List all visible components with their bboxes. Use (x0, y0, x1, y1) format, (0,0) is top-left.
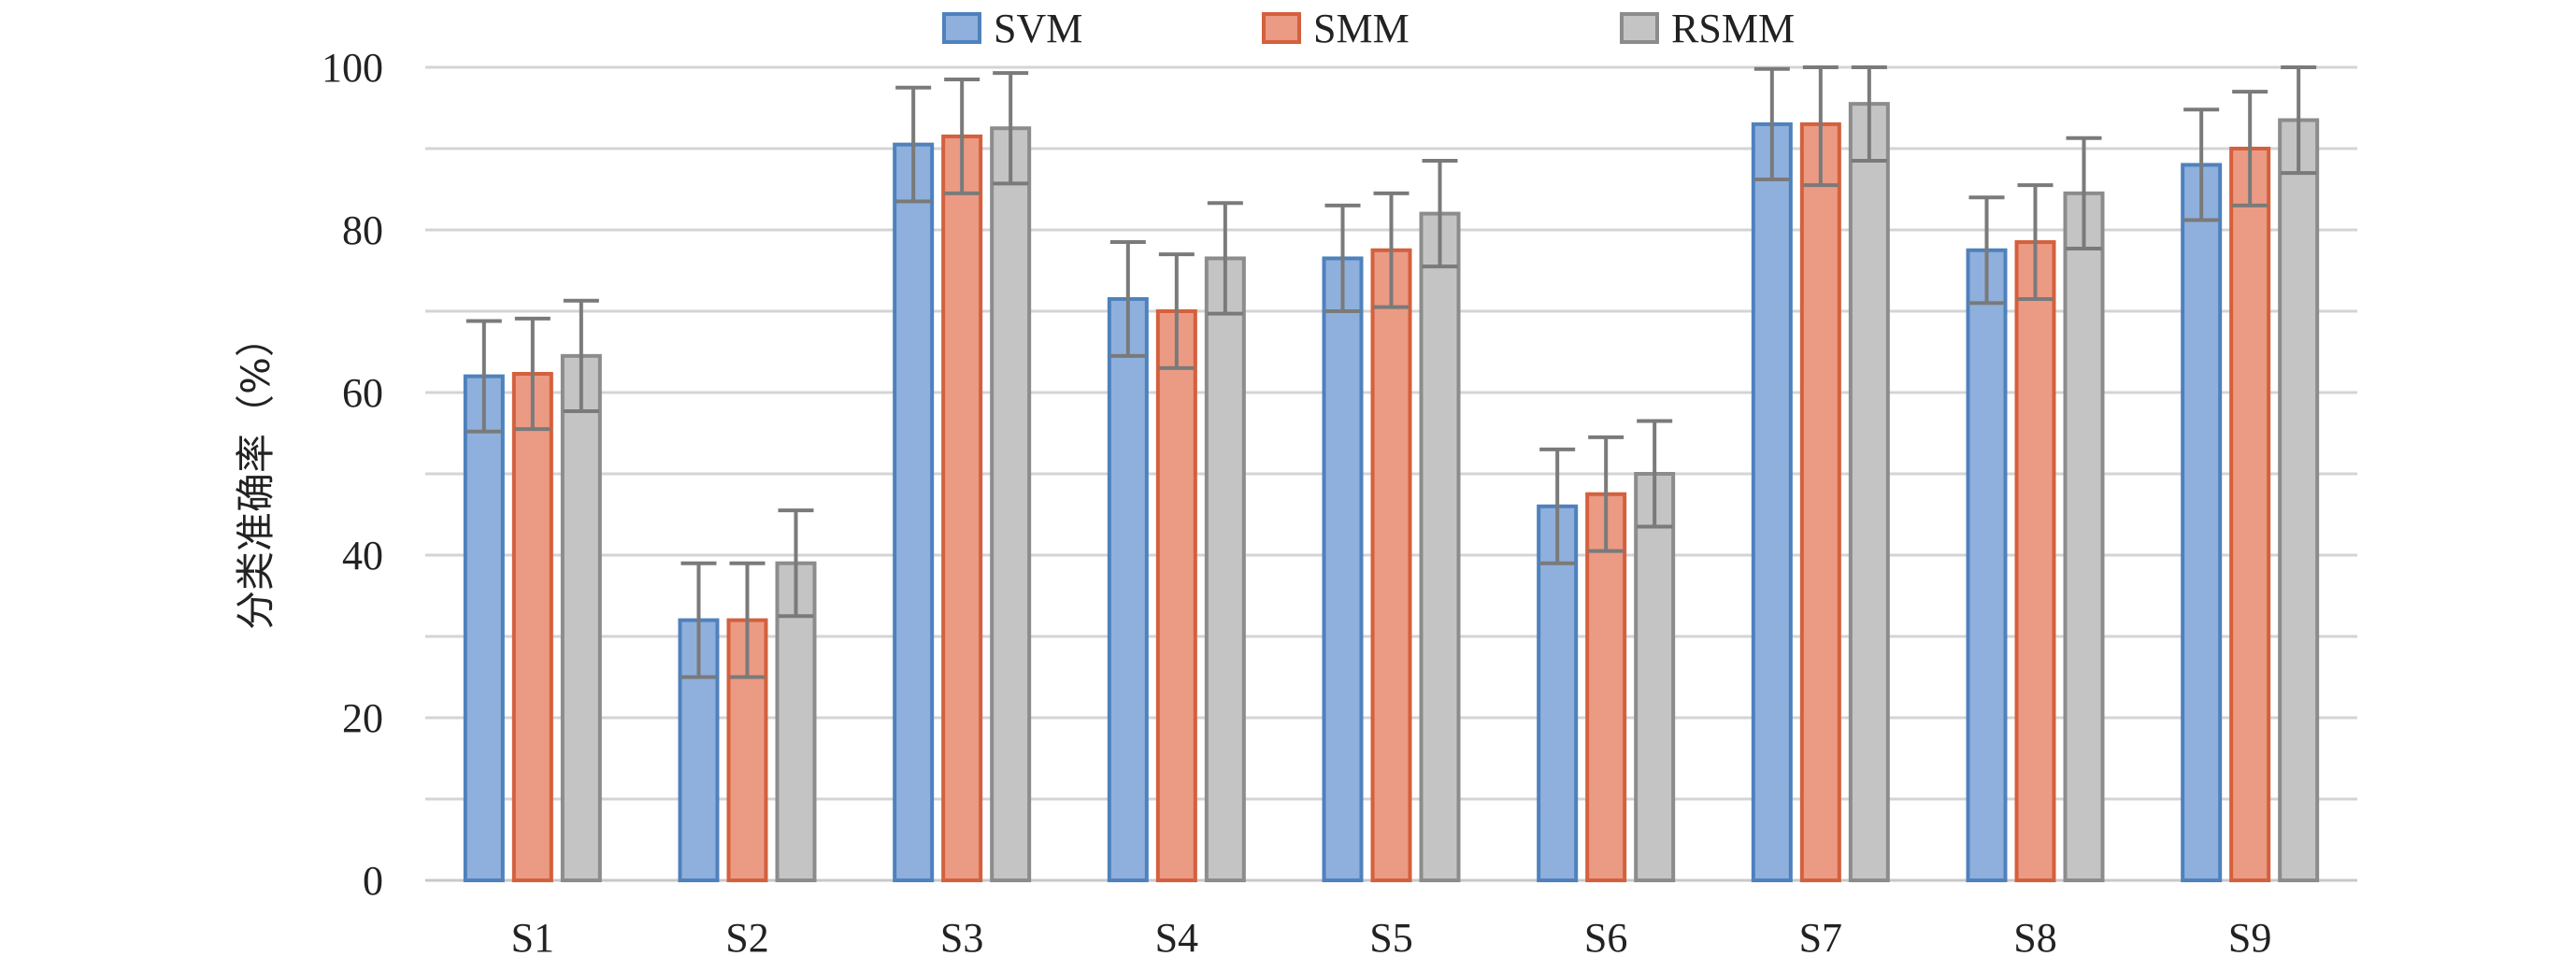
bar-rsmm-s9 (2278, 118, 2320, 883)
y-axis-label: 分类准确率（%） (233, 318, 279, 630)
bar-rsmm-s7 (1848, 102, 1890, 882)
bar-smm-s8 (2014, 240, 2056, 882)
legend-label-svm: SVM (994, 6, 1082, 51)
x-tick-label: S5 (1369, 915, 1412, 961)
x-tick-label: S9 (2228, 915, 2271, 961)
error-bars (465, 65, 2317, 679)
bar-svm-s6 (1537, 504, 1579, 882)
x-tick-label: S8 (2013, 915, 2056, 961)
bar-smm-s7 (1799, 121, 1841, 882)
axes: 0 20 40 60 80 100 S1 S2 S3 S4 S5 S6 S7 S8 S9 (322, 45, 2271, 961)
x-tick-label: S7 (1799, 915, 1842, 961)
legend-label-smm: SMM (1313, 6, 1410, 51)
y-tick-label: 20 (342, 695, 383, 741)
x-tick-label: S2 (725, 915, 768, 961)
y-tick-label: 80 (342, 207, 383, 253)
bar-svm-s4 (1107, 296, 1149, 882)
x-tick-label: S4 (1155, 915, 1198, 961)
bar-rsmm-s6 (1634, 472, 1676, 882)
bar-smm-s4 (1155, 309, 1197, 882)
y-tick-label: 40 (342, 533, 383, 578)
bar-smm-s3 (941, 134, 983, 882)
bar-rsmm-s4 (1204, 256, 1246, 882)
legend: SVM SMM RSMM (942, 6, 1795, 51)
x-tick-label: S6 (1584, 915, 1627, 961)
legend-swatch-rsmm (1620, 12, 1659, 44)
bar-rsmm-s8 (2063, 191, 2105, 883)
bar-smm-s1 (511, 371, 553, 882)
y-tick-label: 60 (342, 370, 383, 416)
bar-svm-s3 (893, 142, 935, 882)
legend-swatch-svm (942, 12, 981, 44)
y-tick-label: 0 (363, 858, 383, 904)
bar-smm-s5 (1370, 248, 1412, 882)
y-tick-label: 100 (322, 45, 383, 91)
bar-rsmm-s3 (990, 126, 1032, 882)
x-tick-label: S3 (940, 915, 983, 961)
bar-svm-s8 (1966, 248, 2008, 882)
x-tick-label: S1 (511, 915, 554, 961)
bar-svm-s5 (1322, 256, 1364, 882)
legend-label-rsmm: RSMM (1671, 6, 1795, 51)
bar-svm-s7 (1751, 121, 1793, 882)
bar-svm-s9 (2181, 163, 2223, 882)
bar-rsmm-s1 (560, 353, 602, 883)
legend-swatch-smm (1262, 12, 1301, 44)
bar-smm-s9 (2229, 147, 2271, 882)
bar-rsmm-s5 (1419, 211, 1461, 883)
bar-svm-s1 (463, 374, 505, 883)
